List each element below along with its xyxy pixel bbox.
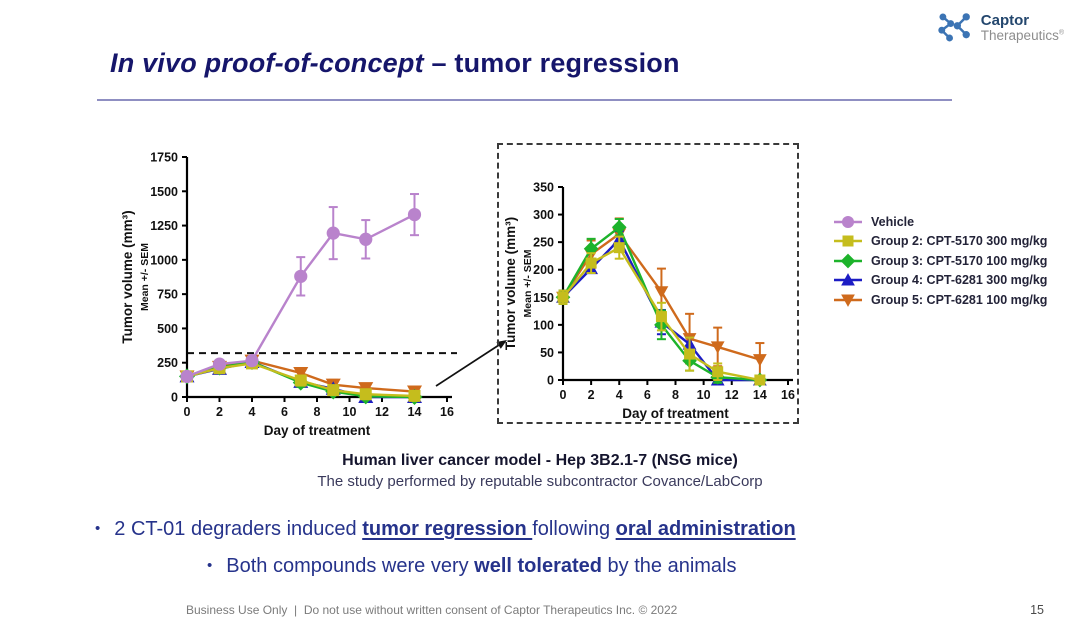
- title-divider: [97, 99, 952, 101]
- svg-text:4: 4: [616, 388, 623, 402]
- chart-caption: Human liver cancer model - Hep 3B2.1-7 (…: [0, 452, 1080, 490]
- triangle-down-legend-marker-icon: [834, 294, 862, 307]
- svg-text:16: 16: [440, 405, 454, 419]
- svg-text:8: 8: [672, 388, 679, 402]
- logo-sub-text: Therapeutics: [980, 27, 1059, 43]
- legend-item: Group 3: CPT-5170 100 mg/kg: [833, 251, 1047, 271]
- registered-mark: ®: [1058, 29, 1064, 37]
- title-italic-part: In vivo proof-of-concept: [110, 48, 424, 78]
- diamond-legend-marker-icon: [834, 253, 862, 269]
- x-axis-label: Day of treatment: [264, 423, 371, 438]
- legend-item: Group 2: CPT-5170 300 mg/kg: [833, 232, 1047, 252]
- chart-tumor-volume-zoom: 0 50 100 150 200 250 300 350 0 2 4 6 8 10 12 14 16 Day of…: [499, 145, 797, 427]
- svg-text:250: 250: [533, 236, 554, 250]
- chart-svg: 0 250 500 750 1000 1250 1500 1750 0 2 4 6 8 10 12 14 16 D…: [120, 151, 457, 438]
- svg-text:100: 100: [533, 318, 554, 332]
- logo-subbrand: Therapeutics®: [980, 27, 1064, 43]
- svg-text:0: 0: [184, 405, 191, 419]
- svg-text:300: 300: [533, 208, 554, 222]
- svg-text:4: 4: [249, 405, 256, 419]
- legend-label: Group 4: CPT-6281 300 mg/kg: [871, 273, 1048, 288]
- chart-svg: 0 50 100 150 200 250 300 350 0 2 4 6 8 10 12 14 16 Day of…: [503, 181, 795, 422]
- svg-text:750: 750: [157, 288, 178, 302]
- svg-text:16: 16: [781, 388, 795, 402]
- svg-text:1750: 1750: [150, 151, 178, 165]
- y-axis-label: Tumor volume (mm³): [503, 217, 518, 350]
- page-number: 15: [1030, 603, 1044, 617]
- svg-text:150: 150: [533, 291, 554, 305]
- axes: 0 50 100 150 200 250 300 350 0 2 4 6 8 10 12 14 16: [533, 181, 795, 403]
- svg-text:14: 14: [408, 405, 422, 419]
- svg-text:6: 6: [281, 405, 288, 419]
- svg-text:12: 12: [725, 388, 739, 402]
- y-axis-label: Tumor volume (mm³): [120, 210, 135, 343]
- legend-item: Vehicle: [833, 212, 1047, 232]
- svg-text:10: 10: [343, 405, 357, 419]
- svg-text:500: 500: [157, 322, 178, 336]
- svg-text:6: 6: [644, 388, 651, 402]
- svg-text:1500: 1500: [150, 185, 178, 199]
- svg-text:0: 0: [560, 388, 567, 402]
- svg-text:0: 0: [171, 391, 178, 405]
- page-title: In vivo proof-of-concept – tumor regress…: [110, 48, 680, 79]
- bullet-item: • 2 CT-01 degraders induced tumor regress…: [95, 516, 796, 542]
- bullet-dot: •: [95, 520, 101, 537]
- series-group-5-cpt-6281-100-mg-kg: [556, 217, 767, 378]
- legend-item: Group 5: CPT-6281 100 mg/kg: [833, 290, 1047, 310]
- svg-text:350: 350: [533, 181, 554, 195]
- legend-label: Group 5: CPT-6281 100 mg/kg: [871, 292, 1048, 307]
- x-axis-label: Day of treatment: [622, 406, 729, 421]
- bullet-item: • Both compounds were very well tolerated…: [207, 553, 796, 579]
- svg-text:8: 8: [314, 405, 321, 419]
- bullet-text: Both compounds were very well tolerated …: [226, 555, 737, 577]
- chart-tumor-volume-full: 0 250 500 750 1000 1250 1500 1750 0 2 4 6 8 10 12 14 16 D…: [100, 138, 480, 450]
- axes: 0 250 500 750 1000 1250 1500 1750 0 2 4 6 8 10 12 14 16: [150, 151, 454, 420]
- y-axis-sublabel: Mean +/- SEM: [522, 249, 534, 317]
- series-vehicle: [180, 193, 422, 384]
- svg-text:200: 200: [533, 263, 554, 277]
- bullet-dot: •: [207, 557, 213, 574]
- legend-label: Group 3: CPT-5170 100 mg/kg: [871, 253, 1048, 268]
- svg-text:2: 2: [588, 388, 595, 402]
- bullet-list: • 2 CT-01 degraders induced tumor regress…: [95, 516, 796, 590]
- triangle-up-legend-marker-icon: [834, 273, 862, 286]
- square-legend-marker-icon: [834, 235, 862, 247]
- caption-model: Human liver cancer model - Hep 3B2.1-7 (…: [342, 452, 738, 469]
- title-regular-part: – tumor regression: [423, 48, 680, 78]
- bullet-text: 2 CT-01 degraders induced tumor regressi…: [114, 518, 796, 540]
- chart-legend: Vehicle Group 2: CPT-5170 300 mg/kg Group …: [833, 212, 1047, 310]
- svg-text:2: 2: [216, 405, 223, 419]
- svg-text:50: 50: [540, 346, 554, 360]
- svg-text:250: 250: [157, 356, 178, 370]
- captor-logo: Captor Therapeutics®: [934, 10, 1064, 46]
- legend-label: Group 2: CPT-5170 300 mg/kg: [871, 234, 1048, 249]
- svg-text:10: 10: [697, 388, 711, 402]
- svg-text:1250: 1250: [150, 219, 178, 233]
- caption-subcontractor: The study performed by reputable subcont…: [317, 473, 763, 490]
- legend-label: Vehicle: [871, 214, 915, 229]
- y-axis-sublabel: Mean +/- SEM: [139, 243, 151, 311]
- logo-brand: Captor: [980, 12, 1030, 30]
- series-group-2-cpt-5170-300-mg-kg: [557, 235, 766, 386]
- zoom-inset-box: 0 50 100 150 200 250 300 350 0 2 4 6 8 10 12 14 16 Day of…: [497, 143, 799, 424]
- logo-wordmark: Captor Therapeutics®: [981, 13, 1064, 42]
- captor-molecule-icon: [938, 13, 970, 42]
- svg-text:14: 14: [753, 388, 767, 402]
- zoom-callout-arrow: [435, 340, 507, 387]
- footer-disclaimer: Business Use Only | Do not use without w…: [186, 603, 678, 617]
- svg-text:0: 0: [547, 374, 554, 388]
- circle-legend-marker-icon: [834, 215, 862, 228]
- legend-item: Group 4: CPT-6281 300 mg/kg: [833, 271, 1047, 291]
- svg-text:12: 12: [375, 405, 389, 419]
- svg-text:1000: 1000: [150, 253, 178, 267]
